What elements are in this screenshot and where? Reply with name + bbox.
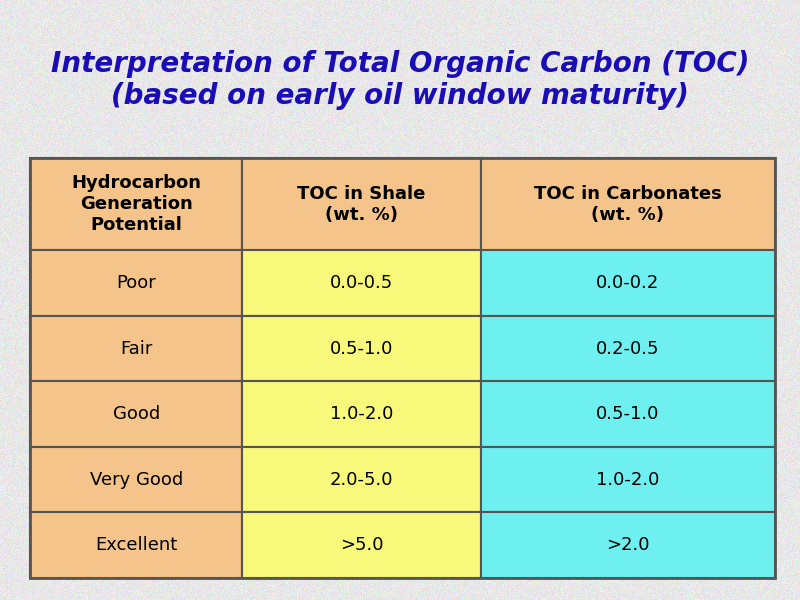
- Bar: [30, 316, 242, 382]
- Bar: [481, 382, 775, 447]
- Text: Interpretation of Total Organic Carbon (TOC)
(based on early oil window maturity: Interpretation of Total Organic Carbon (…: [51, 50, 749, 110]
- Text: 0.5-1.0: 0.5-1.0: [330, 340, 394, 358]
- Bar: [30, 382, 242, 447]
- Text: Excellent: Excellent: [95, 536, 178, 554]
- Bar: [242, 447, 481, 512]
- Text: Very Good: Very Good: [90, 471, 182, 489]
- Text: TOC in Carbonates
(wt. %): TOC in Carbonates (wt. %): [534, 185, 722, 224]
- Bar: [242, 316, 481, 382]
- Text: 0.2-0.5: 0.2-0.5: [596, 340, 660, 358]
- Text: >2.0: >2.0: [606, 536, 650, 554]
- Text: >5.0: >5.0: [340, 536, 383, 554]
- Text: 0.5-1.0: 0.5-1.0: [596, 405, 659, 423]
- Text: Hydrocarbon
Generation
Potential: Hydrocarbon Generation Potential: [71, 175, 201, 234]
- Bar: [30, 158, 775, 578]
- Text: Poor: Poor: [116, 274, 156, 292]
- Bar: [30, 447, 242, 512]
- Bar: [481, 250, 775, 316]
- Bar: [30, 512, 242, 578]
- Bar: [242, 382, 481, 447]
- Text: 1.0-2.0: 1.0-2.0: [596, 471, 659, 489]
- Text: 0.0-0.2: 0.0-0.2: [596, 274, 659, 292]
- Bar: [242, 158, 481, 250]
- Text: TOC in Shale
(wt. %): TOC in Shale (wt. %): [298, 185, 426, 224]
- Bar: [242, 250, 481, 316]
- Text: 1.0-2.0: 1.0-2.0: [330, 405, 394, 423]
- Text: 2.0-5.0: 2.0-5.0: [330, 471, 394, 489]
- Bar: [481, 447, 775, 512]
- Text: 0.0-0.5: 0.0-0.5: [330, 274, 393, 292]
- Bar: [481, 316, 775, 382]
- Bar: [30, 158, 242, 250]
- Bar: [481, 158, 775, 250]
- Bar: [30, 250, 242, 316]
- Bar: [242, 512, 481, 578]
- Text: Good: Good: [113, 405, 160, 423]
- Text: Fair: Fair: [120, 340, 152, 358]
- Bar: [481, 512, 775, 578]
